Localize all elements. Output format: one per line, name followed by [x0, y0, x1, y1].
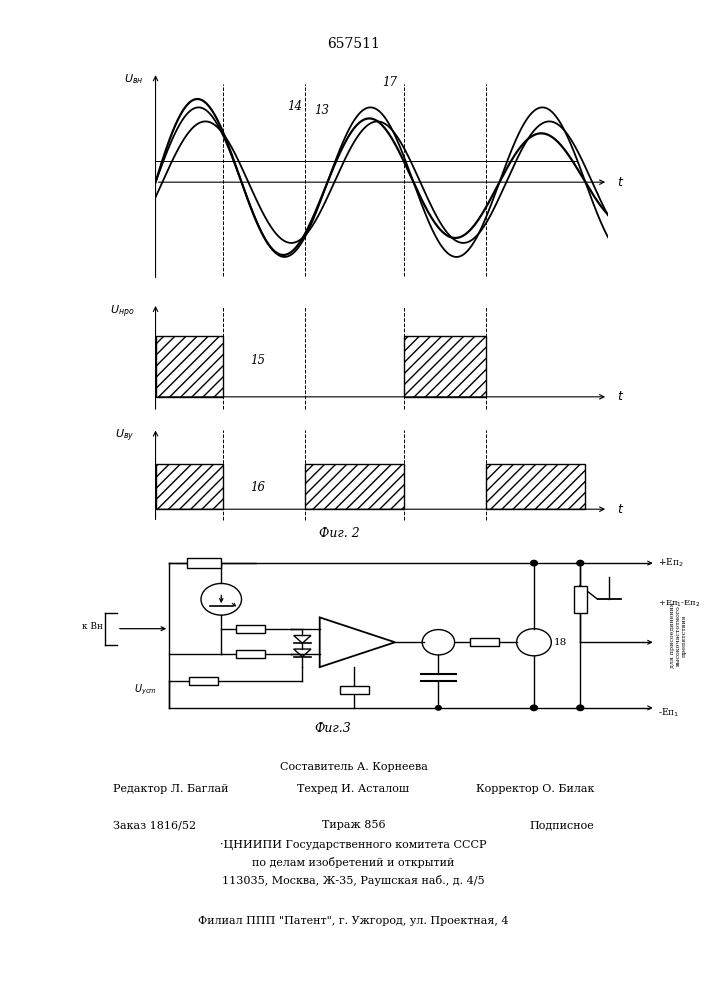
Text: Подписное: Подписное: [529, 820, 594, 830]
Circle shape: [530, 560, 537, 566]
Text: Корректор О. Билак: Корректор О. Билак: [476, 784, 594, 794]
Text: $t$: $t$: [617, 503, 624, 516]
Bar: [187, 558, 221, 568]
Text: 14: 14: [287, 100, 302, 113]
Text: +Еп$_2$: +Еп$_2$: [658, 557, 684, 569]
Text: по делам изобретений и открытий: по делам изобретений и открытий: [252, 857, 455, 868]
Bar: [574, 586, 587, 613]
Text: 16: 16: [250, 481, 266, 494]
Text: Техред И. Асталош: Техред И. Асталош: [298, 784, 409, 794]
Text: -Еп$_1$: -Еп$_1$: [658, 706, 679, 719]
Text: $U_{вн}$: $U_{вн}$: [124, 72, 144, 86]
Text: ·ЦНИИПИ Государственного комитета СССР: ·ЦНИИПИ Государственного комитета СССР: [221, 840, 486, 850]
Circle shape: [530, 705, 537, 711]
Circle shape: [577, 705, 584, 711]
Bar: [189, 677, 218, 685]
Text: Фиг.3: Фиг.3: [314, 722, 351, 735]
Text: 657511: 657511: [327, 37, 380, 51]
Text: для присоединения
высокочастотного
препятствия: для присоединения высокочастотного препя…: [670, 603, 687, 668]
Text: Тираж 856: Тираж 856: [322, 820, 385, 830]
Bar: [156, 464, 223, 509]
Text: 17: 17: [382, 76, 397, 89]
Text: $t$: $t$: [617, 390, 624, 403]
Bar: [340, 686, 369, 694]
Bar: [404, 336, 486, 397]
Text: +Еп$_1$-Еп$_2$: +Еп$_1$-Еп$_2$: [658, 599, 701, 609]
Text: Редактор Л. Баглай: Редактор Л. Баглай: [113, 784, 228, 794]
Text: 15: 15: [250, 354, 266, 367]
Bar: [486, 464, 585, 509]
Bar: [235, 650, 264, 658]
Text: Составитель А. Корнеева: Составитель А. Корнеева: [279, 762, 428, 772]
Bar: [470, 638, 499, 646]
Bar: [305, 464, 404, 509]
Bar: [156, 336, 223, 397]
Text: к Вн: к Вн: [82, 622, 103, 631]
Text: $U_{нро}$: $U_{нро}$: [110, 304, 135, 320]
Bar: [235, 625, 264, 633]
Text: 113035, Москва, Ж-35, Раушская наб., д. 4/5: 113035, Москва, Ж-35, Раушская наб., д. …: [222, 875, 485, 886]
Circle shape: [436, 706, 441, 710]
Text: 13: 13: [314, 104, 329, 117]
Circle shape: [577, 560, 584, 566]
Text: $U_{ву}$: $U_{ву}$: [115, 427, 134, 444]
Text: Фиг. 2: Фиг. 2: [319, 527, 360, 540]
Text: $U_{ycm}$: $U_{ycm}$: [134, 682, 158, 697]
Text: Заказ 1816/52: Заказ 1816/52: [113, 820, 197, 830]
Text: 18: 18: [554, 638, 568, 647]
Text: $t$: $t$: [617, 176, 624, 189]
Text: Филиал ППП "Патент", г. Ужгород, ул. Проектная, 4: Филиал ППП "Патент", г. Ужгород, ул. Про…: [198, 916, 509, 926]
